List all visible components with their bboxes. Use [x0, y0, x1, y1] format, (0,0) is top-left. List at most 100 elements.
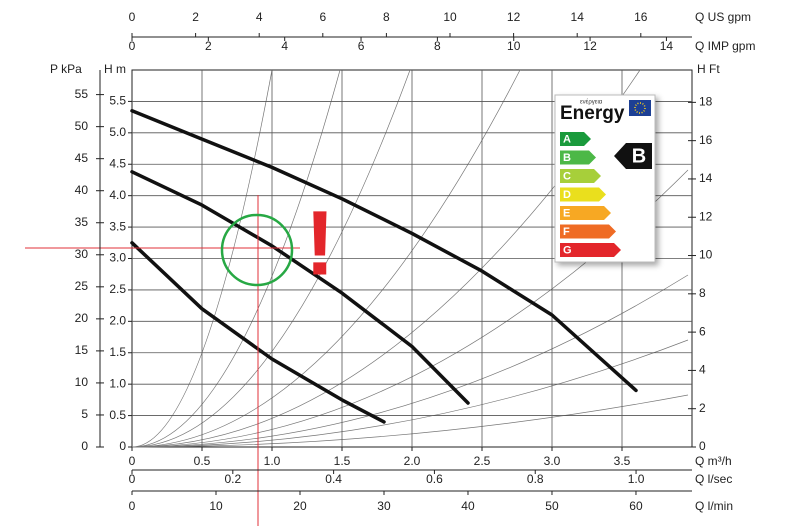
y-tick-label: 0.5: [109, 408, 126, 422]
pump-curves: [130, 109, 638, 424]
y-tick-label: 3.0: [109, 251, 126, 265]
axis-tick-label: 0: [81, 439, 88, 453]
axis-tick-label: 60: [629, 499, 643, 513]
axis-tick-label: 0: [129, 10, 136, 24]
energy-class-arrow: [560, 150, 596, 165]
energy-rating: B: [632, 145, 646, 167]
axis-tick-label: 15: [75, 343, 89, 357]
axis-tick-label: 20: [293, 499, 307, 513]
axis-tick-label: 30: [75, 247, 89, 261]
energy-class-arrow: [560, 187, 606, 202]
axis-tick-label: 2: [205, 39, 212, 53]
y-tick-label: 0: [119, 439, 126, 453]
energy-class-label: C: [563, 170, 571, 182]
axis-tick-label: 0.6: [426, 472, 443, 486]
axis-tick-label: 10: [507, 39, 521, 53]
axis-tick-label: 10: [443, 10, 457, 24]
energy-class-label: D: [563, 189, 571, 201]
y-tick-label: 2.0: [109, 314, 126, 328]
x-tick-label: 1.0: [264, 454, 281, 468]
axis-tick-label: 0.8: [527, 472, 544, 486]
pump-curve: [130, 170, 470, 405]
axis-tick-label: 10: [75, 375, 89, 389]
y-tick-label: 1.5: [109, 345, 126, 359]
pump-curve: [130, 241, 386, 424]
axis-tick-label: 1.0: [628, 472, 645, 486]
y2-tick-label: 6: [699, 324, 706, 338]
y2-tick-label: 18: [699, 95, 713, 109]
y-tick-label: 5.5: [109, 94, 126, 108]
axis-tick-label: 12: [583, 39, 597, 53]
axis-tick-label: 16: [634, 10, 648, 24]
y-tick-label: 1.0: [109, 376, 126, 390]
axis-tick-label: 6: [358, 39, 365, 53]
x-tick-label: 2.5: [474, 454, 491, 468]
axis-tick-label: 8: [383, 10, 390, 24]
axis-tick-label: 55: [75, 87, 89, 101]
system-curve: [131, 274, 689, 448]
axis-tick-label: 12: [507, 10, 521, 24]
energy-class-arrow: [560, 243, 621, 257]
energy-class-arrow: [560, 206, 611, 220]
axis-tick-label: 10: [209, 499, 223, 513]
energy-class-label: E: [563, 207, 570, 219]
eu-stars: [634, 102, 646, 114]
system-curve: [131, 339, 689, 448]
axis-tick-label: 4: [281, 39, 288, 53]
y2-axis-label: H Ft: [697, 62, 720, 76]
axis-label: Q l/sec: [695, 472, 732, 486]
axis-tick-label: 5: [81, 407, 88, 421]
axis-tick-label: 20: [75, 311, 89, 325]
y-tick-label: 4.5: [109, 156, 126, 170]
axis-label: Q l/min: [695, 499, 733, 513]
y-tick-label: 2.5: [109, 282, 126, 296]
axis-tick-label: 0: [129, 39, 136, 53]
y-axis-label: H m: [104, 62, 126, 76]
energy-class-arrow: [560, 224, 616, 239]
x-axis-label: Q m³/h: [695, 454, 732, 468]
x-tick-label: 3.5: [614, 454, 631, 468]
axis-label: Q IMP gpm: [695, 39, 755, 53]
axis-tick-label: 35: [75, 215, 89, 229]
axis-tick-label: 50: [545, 499, 559, 513]
axis-tick-label: 40: [75, 183, 89, 197]
axis-tick-label: 25: [75, 279, 89, 293]
y-tick-label: 4.0: [109, 188, 126, 202]
y2-tick-label: 0: [699, 439, 706, 453]
axis-tick-label: 14: [660, 39, 674, 53]
axis-tick-label: 0.4: [325, 472, 342, 486]
x-tick-label: 1.5: [334, 454, 351, 468]
y2-tick-label: 2: [699, 401, 706, 415]
energy-title: Energy: [560, 103, 625, 124]
y2-tick-label: 4: [699, 363, 706, 377]
energy-rating-arrow: [614, 143, 652, 169]
eu-flag: [629, 100, 651, 116]
x-tick-label: 2.0: [404, 454, 421, 468]
y2-tick-label: 16: [699, 133, 713, 147]
axis-tick-label: 50: [75, 119, 89, 133]
y2-tick-label: 10: [699, 248, 713, 262]
energy-class-label: F: [563, 226, 570, 238]
energy-class-label: G: [563, 244, 572, 256]
x-tick-label: 3.0: [544, 454, 561, 468]
x-tick-label: 0.5: [194, 454, 211, 468]
axis-tick-label: 2: [192, 10, 199, 24]
axis-tick-label: 0: [129, 472, 136, 486]
energy-class-arrow: [560, 169, 601, 183]
y2-tick-label: 8: [699, 286, 706, 300]
x-tick-label: 0: [129, 454, 136, 468]
y2-tick-label: 12: [699, 209, 713, 223]
axis-label: P kPa: [50, 62, 82, 76]
y-tick-label: 5.0: [109, 125, 126, 139]
y2-tick-label: 14: [699, 171, 713, 185]
warning-mark: !: [305, 192, 336, 294]
energy-class-label: B: [563, 152, 571, 164]
highlight-circle: [220, 213, 294, 287]
axis-tick-label: 0: [129, 499, 136, 513]
axis-tick-label: 6: [319, 10, 326, 24]
axis-tick-label: 14: [571, 10, 585, 24]
axis-tick-label: 30: [377, 499, 391, 513]
axis-tick-label: 0.2: [224, 472, 241, 486]
